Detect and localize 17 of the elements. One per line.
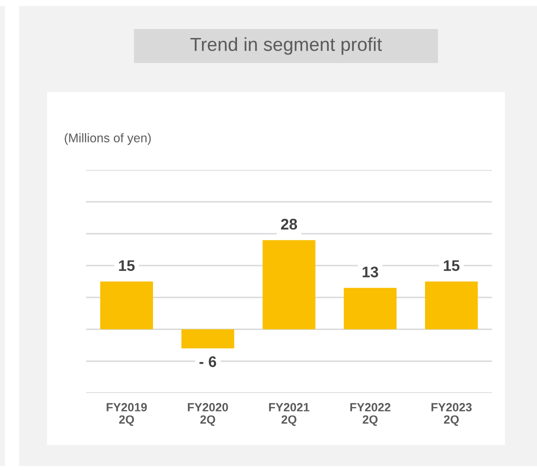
data-label: - 6 [199, 356, 216, 368]
data-label: 28 [281, 218, 298, 230]
y-axis-title: (Millions of yen) [64, 133, 151, 145]
bar [100, 282, 153, 330]
data-label: 15 [119, 260, 135, 272]
data-label: 13 [362, 266, 378, 278]
x-tick-label: FY2021 2Q [269, 403, 310, 426]
bar [425, 282, 478, 330]
bar [344, 288, 397, 330]
chart-title: Trend in segment profit [190, 37, 382, 55]
x-tick-label: FY2023 2Q [432, 403, 472, 426]
x-tick-label: FY2022 2Q [350, 403, 390, 426]
bar [181, 329, 234, 348]
x-tick-label: FY2020 2Q [188, 403, 228, 426]
data-label: 15 [444, 260, 460, 272]
x-tick-label: FY2019 2Q [106, 403, 147, 426]
bar [262, 240, 316, 330]
